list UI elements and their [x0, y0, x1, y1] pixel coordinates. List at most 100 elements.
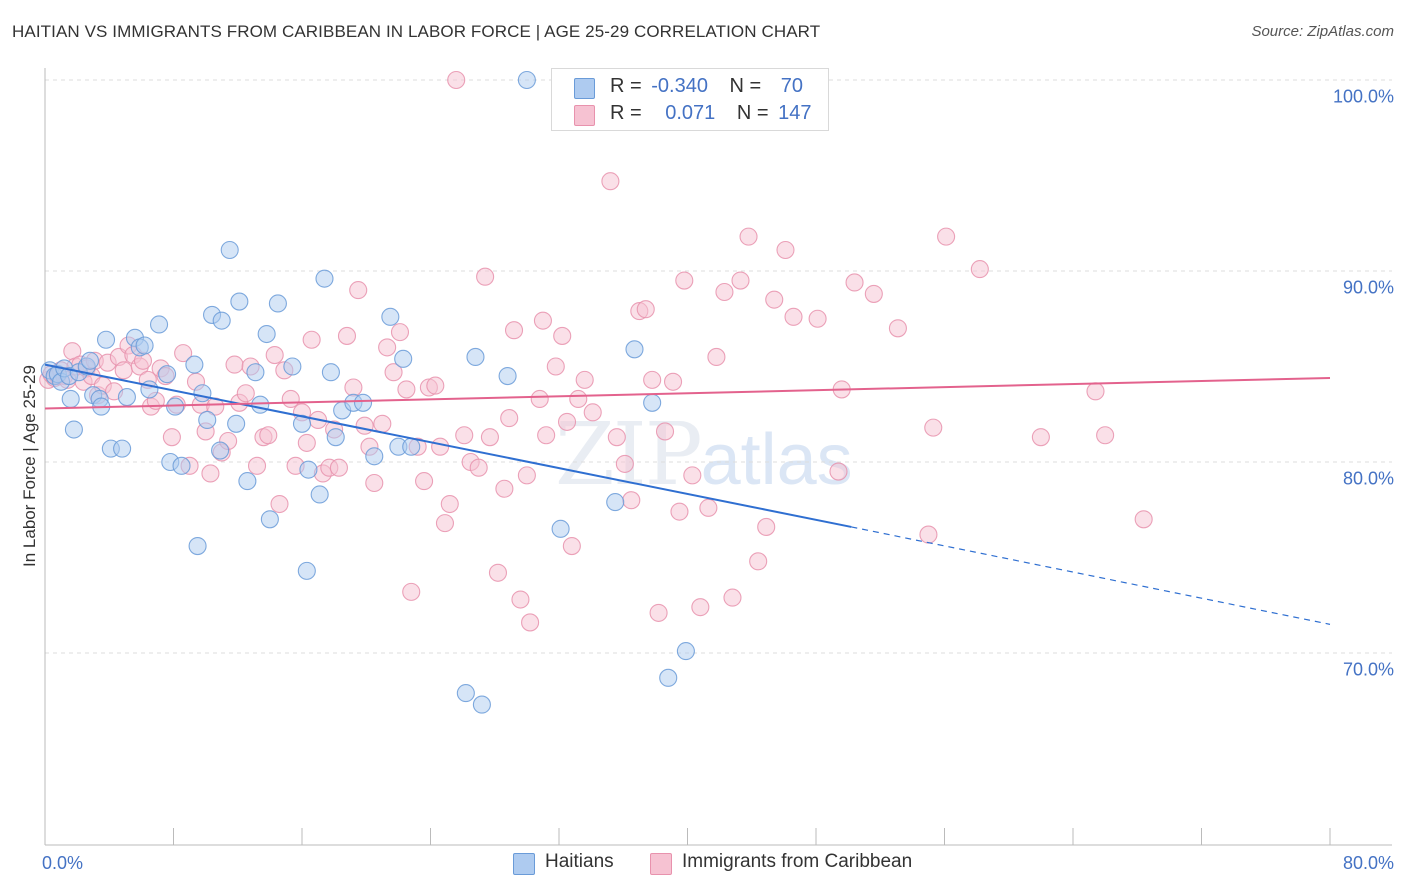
haitian-point [517, 70, 536, 90]
caribbean-point [970, 260, 989, 279]
caribbean-point [739, 227, 758, 246]
haitians-swatch [574, 78, 595, 99]
caribbean-point [707, 347, 726, 367]
haitian-point [326, 428, 345, 447]
haitian-point [212, 311, 231, 330]
haitian-point [643, 393, 662, 412]
caribbean-point [384, 363, 403, 382]
haitian-point [96, 330, 116, 349]
haitian-point [260, 510, 279, 529]
caribbean-point [265, 345, 284, 365]
haitian-point [220, 240, 239, 260]
caribbean-point [329, 458, 348, 477]
haitian-point [193, 384, 212, 403]
caribbean-point [765, 290, 784, 309]
caribbean-point [236, 384, 255, 403]
y-axis-label: In Labor Force | Age 25-29 [20, 365, 39, 567]
haitian-point [61, 389, 80, 409]
caribbean-point [247, 456, 267, 475]
y-tick-label: 70.0% [1342, 659, 1394, 680]
caribbean-point [845, 273, 864, 292]
caribbean-point [601, 172, 620, 191]
caribbean-point [715, 282, 734, 302]
caribbean-point [530, 389, 549, 409]
caribbean-point [259, 426, 278, 445]
caribbean-point [281, 389, 300, 409]
caribbean-legend-label: Immigrants from Caribbean [682, 851, 913, 872]
haitian-point [381, 307, 400, 326]
haitian-point [315, 269, 334, 288]
caribbean-point [1086, 382, 1105, 401]
haitian-point [135, 336, 154, 355]
caribbean-point [225, 355, 244, 374]
caribbean-point [344, 378, 363, 397]
caribbean-point [643, 370, 662, 389]
haitian-point [198, 410, 217, 430]
haitians-trend-extension [851, 526, 1331, 625]
caribbean-point [615, 454, 634, 473]
r-label: R = [610, 102, 642, 124]
haitian-point [172, 456, 191, 475]
haitian-point [353, 393, 373, 412]
caribbean-point [569, 389, 588, 409]
caribbean-swatch [574, 105, 595, 126]
n-value-haitians: 70 [780, 75, 804, 97]
caribbean-point [431, 437, 450, 456]
caribbean-point [455, 426, 474, 445]
caribbean-point [607, 428, 626, 447]
caribbean-point [174, 344, 193, 363]
n-value-caribbean: 147 [778, 102, 812, 124]
haitian-point [466, 347, 485, 367]
haitian-point [472, 695, 491, 714]
caribbean-point [114, 361, 133, 380]
caribbean-point [864, 284, 883, 303]
caribbean-point [517, 466, 536, 485]
caribbean-point [924, 418, 943, 437]
r-value-caribbean: 0.071 [665, 102, 716, 124]
caribbean-point [504, 321, 524, 340]
haitian-point [166, 397, 185, 416]
caribbean-point [622, 491, 641, 510]
caribbean-point [373, 414, 392, 433]
haitian-point [498, 366, 517, 386]
haitian-point [238, 472, 257, 491]
caribbean-point [402, 582, 421, 601]
haitian-point [80, 351, 100, 370]
caribbean-point [426, 376, 445, 395]
haitian-point [188, 536, 207, 556]
caribbean-trend-line [44, 376, 1331, 410]
caribbean-point [919, 525, 938, 544]
x-tick-label-min: 0.0% [42, 853, 84, 873]
caribbean-point [937, 227, 956, 246]
caribbean-point [757, 517, 776, 536]
haitian-point [659, 668, 678, 687]
caribbean-point [415, 472, 434, 491]
haitian-point [402, 437, 421, 456]
caribbean-point [469, 458, 488, 477]
haitians-legend-swatch [513, 853, 535, 875]
caribbean-point [691, 598, 710, 617]
haitian-point [456, 684, 475, 703]
caribbean-point [162, 428, 181, 447]
caribbean-point [500, 409, 519, 428]
caribbean-point [784, 307, 803, 326]
haitian-point [230, 292, 249, 311]
haitian-point [299, 460, 318, 479]
haitian-point [211, 441, 230, 460]
haitian-point [246, 363, 265, 382]
haitian-point [251, 395, 270, 414]
y-tick-label: 80.0% [1342, 468, 1394, 489]
haitian-point [227, 414, 246, 433]
haitian-point [292, 414, 312, 433]
n-label: N = [729, 75, 762, 97]
caribbean-legend-swatch [650, 853, 672, 875]
caribbean-point [440, 494, 459, 514]
caribbean-point [337, 326, 357, 345]
caribbean-point [270, 494, 289, 514]
source-label: Source: ZipAtlas.com [1251, 23, 1394, 40]
caribbean-point [670, 502, 689, 521]
haitians-legend-label: Haitians [545, 851, 614, 872]
caribbean-point [397, 380, 416, 399]
y-tick-label: 100.0% [1332, 86, 1394, 107]
caribbean-point [1096, 426, 1115, 445]
